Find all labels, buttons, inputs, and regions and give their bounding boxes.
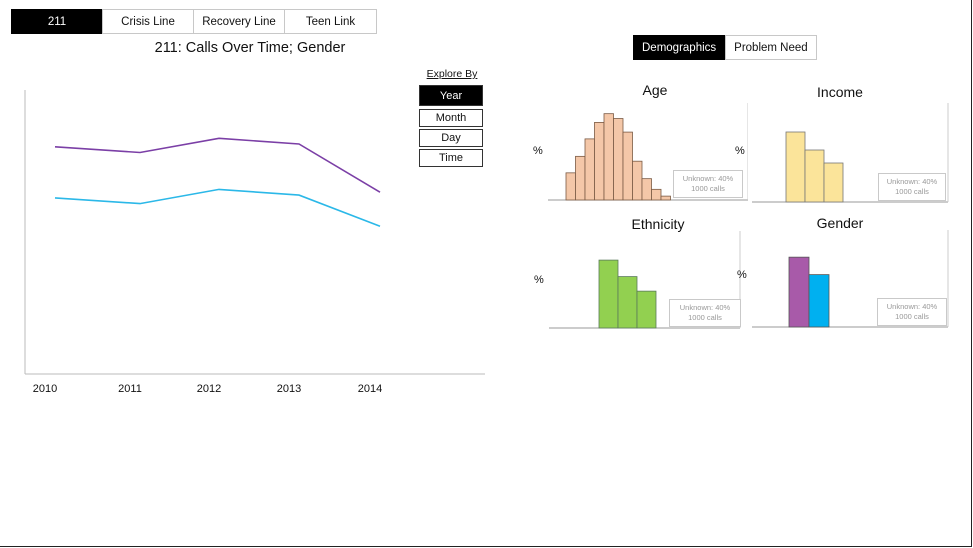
- x-tick-label: 2014: [358, 383, 382, 395]
- bar: [622, 131, 633, 201]
- ethnicity-unknown-pct: Unknown: 40%: [679, 303, 731, 312]
- age-title: Age: [642, 82, 668, 98]
- bar: [598, 259, 619, 329]
- line-series-1: [54, 137, 381, 193]
- x-tick-label: 2011: [118, 383, 142, 395]
- bar: [785, 131, 806, 203]
- bar: [660, 195, 671, 201]
- tab-211[interactable]: 211: [11, 9, 103, 34]
- bar: [808, 274, 830, 328]
- bar: [613, 118, 624, 201]
- line-series-2: [54, 188, 381, 228]
- explore-time-button[interactable]: Time: [419, 149, 483, 167]
- income-chart: [752, 103, 949, 203]
- line-tabs: 211 Crisis Line Recovery Line Teen Link: [11, 9, 377, 34]
- income-unknown-calls: 1000 calls: [895, 187, 929, 196]
- explore-by-panel: Explore By Year Month Day Time: [419, 68, 485, 169]
- x-tick-label: 2013: [277, 383, 301, 395]
- income-unknown-box: Unknown: 40% 1000 calls: [878, 173, 946, 201]
- page-title: 211: Calls Over Time; Gender: [154, 40, 346, 56]
- gender-unknown-box: Unknown: 40% 1000 calls: [877, 298, 947, 326]
- calls-over-time-chart: 2010 2011 2012 2013 2014: [24, 90, 485, 395]
- bar: [804, 149, 825, 203]
- bar: [565, 172, 576, 201]
- explore-year-button[interactable]: Year: [419, 85, 483, 106]
- ethnicity-unknown-calls: 1000 calls: [688, 313, 722, 322]
- ethnicity-y-label: %: [534, 274, 544, 286]
- bar: [603, 113, 614, 201]
- x-tick-label: 2012: [197, 383, 221, 395]
- ethnicity-title: Ethnicity: [631, 216, 685, 232]
- bar: [641, 178, 652, 201]
- bar: [632, 160, 643, 201]
- bar: [575, 155, 586, 201]
- gender-chart: [752, 230, 949, 328]
- income-unknown-pct: Unknown: 40%: [886, 177, 938, 186]
- ethnicity-chart: [549, 231, 741, 329]
- tab-teen-link[interactable]: Teen Link: [284, 9, 377, 34]
- income-y-label: %: [735, 145, 745, 157]
- explore-month-button[interactable]: Month: [419, 109, 483, 127]
- explore-day-button[interactable]: Day: [419, 129, 483, 147]
- gender-title: Gender: [816, 215, 864, 231]
- bar: [823, 162, 844, 203]
- bar: [584, 138, 595, 201]
- bar: [636, 290, 657, 329]
- age-unknown-pct: Unknown: 40%: [682, 174, 734, 183]
- bar: [651, 188, 662, 201]
- bar: [594, 121, 605, 201]
- age-y-label: %: [533, 145, 543, 157]
- gender-y-label: %: [737, 269, 747, 281]
- x-tick-label: 2010: [33, 383, 57, 395]
- bar: [617, 276, 638, 329]
- income-title: Income: [817, 84, 863, 100]
- tab-recovery-line[interactable]: Recovery Line: [193, 9, 285, 34]
- gender-unknown-pct: Unknown: 40%: [886, 302, 938, 311]
- explore-by-title: Explore By: [426, 68, 478, 80]
- age-unknown-box: Unknown: 40% 1000 calls: [673, 170, 743, 198]
- demographics-button[interactable]: Demographics: [633, 35, 726, 60]
- view-toggle: Demographics Problem Need: [633, 35, 817, 60]
- bar: [788, 256, 810, 328]
- gender-unknown-calls: 1000 calls: [895, 312, 929, 321]
- age-unknown-calls: 1000 calls: [691, 184, 725, 193]
- problem-need-button[interactable]: Problem Need: [725, 35, 817, 60]
- age-chart: [548, 103, 748, 201]
- ethnicity-unknown-box: Unknown: 40% 1000 calls: [669, 299, 741, 327]
